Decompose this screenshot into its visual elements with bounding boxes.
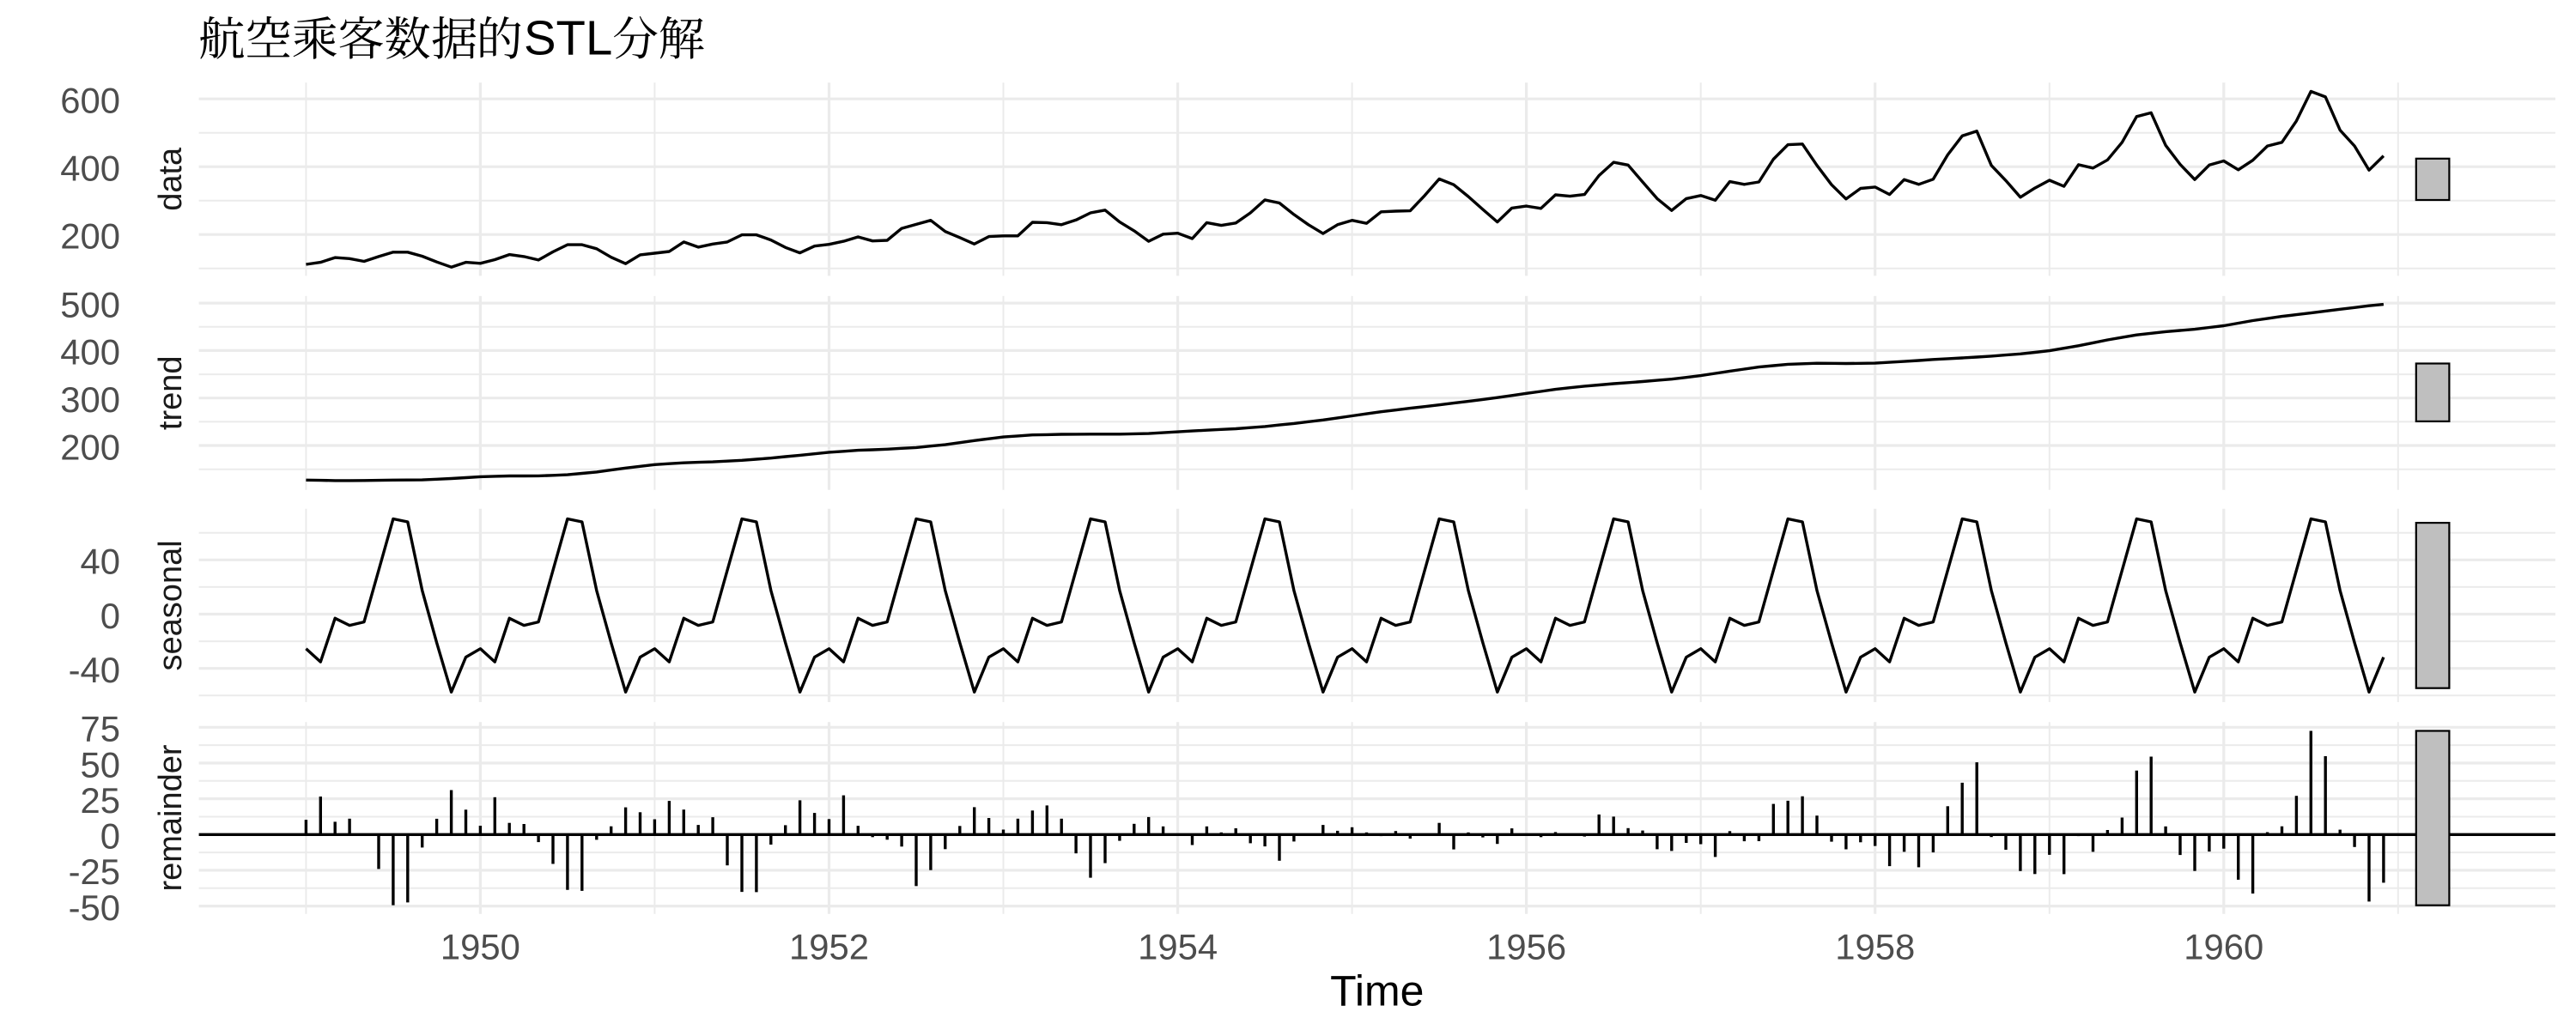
svg-text:1954: 1954: [1138, 926, 1218, 966]
svg-text:1958: 1958: [1835, 926, 1915, 966]
svg-text:1956: 1956: [1486, 926, 1566, 966]
svg-text:-50: -50: [69, 888, 120, 928]
svg-text:1950: 1950: [440, 926, 520, 966]
svg-text:-25: -25: [69, 851, 120, 892]
svg-text:trend: trend: [153, 355, 189, 430]
svg-text:1960: 1960: [2184, 926, 2263, 966]
svg-text:600: 600: [60, 81, 120, 121]
svg-text:400: 400: [60, 332, 120, 373]
svg-text:data: data: [153, 147, 189, 211]
svg-text:75: 75: [81, 709, 121, 749]
svg-text:0: 0: [100, 816, 120, 857]
svg-text:200: 200: [60, 427, 120, 467]
svg-text:200: 200: [60, 216, 120, 257]
svg-text:STL: STL: [524, 11, 612, 65]
svg-text:1952: 1952: [789, 926, 869, 966]
svg-text:Time: Time: [1330, 966, 1424, 1015]
svg-text:0: 0: [100, 596, 120, 636]
svg-text:40: 40: [81, 542, 121, 582]
svg-text:remainder: remainder: [153, 744, 189, 891]
svg-text:300: 300: [60, 379, 120, 420]
svg-text:50: 50: [81, 744, 121, 785]
svg-text:25: 25: [81, 780, 121, 821]
svg-text:400: 400: [60, 148, 120, 189]
svg-text:seasonal: seasonal: [153, 540, 189, 670]
svg-text:-40: -40: [69, 650, 120, 690]
svg-text:500: 500: [60, 284, 120, 324]
